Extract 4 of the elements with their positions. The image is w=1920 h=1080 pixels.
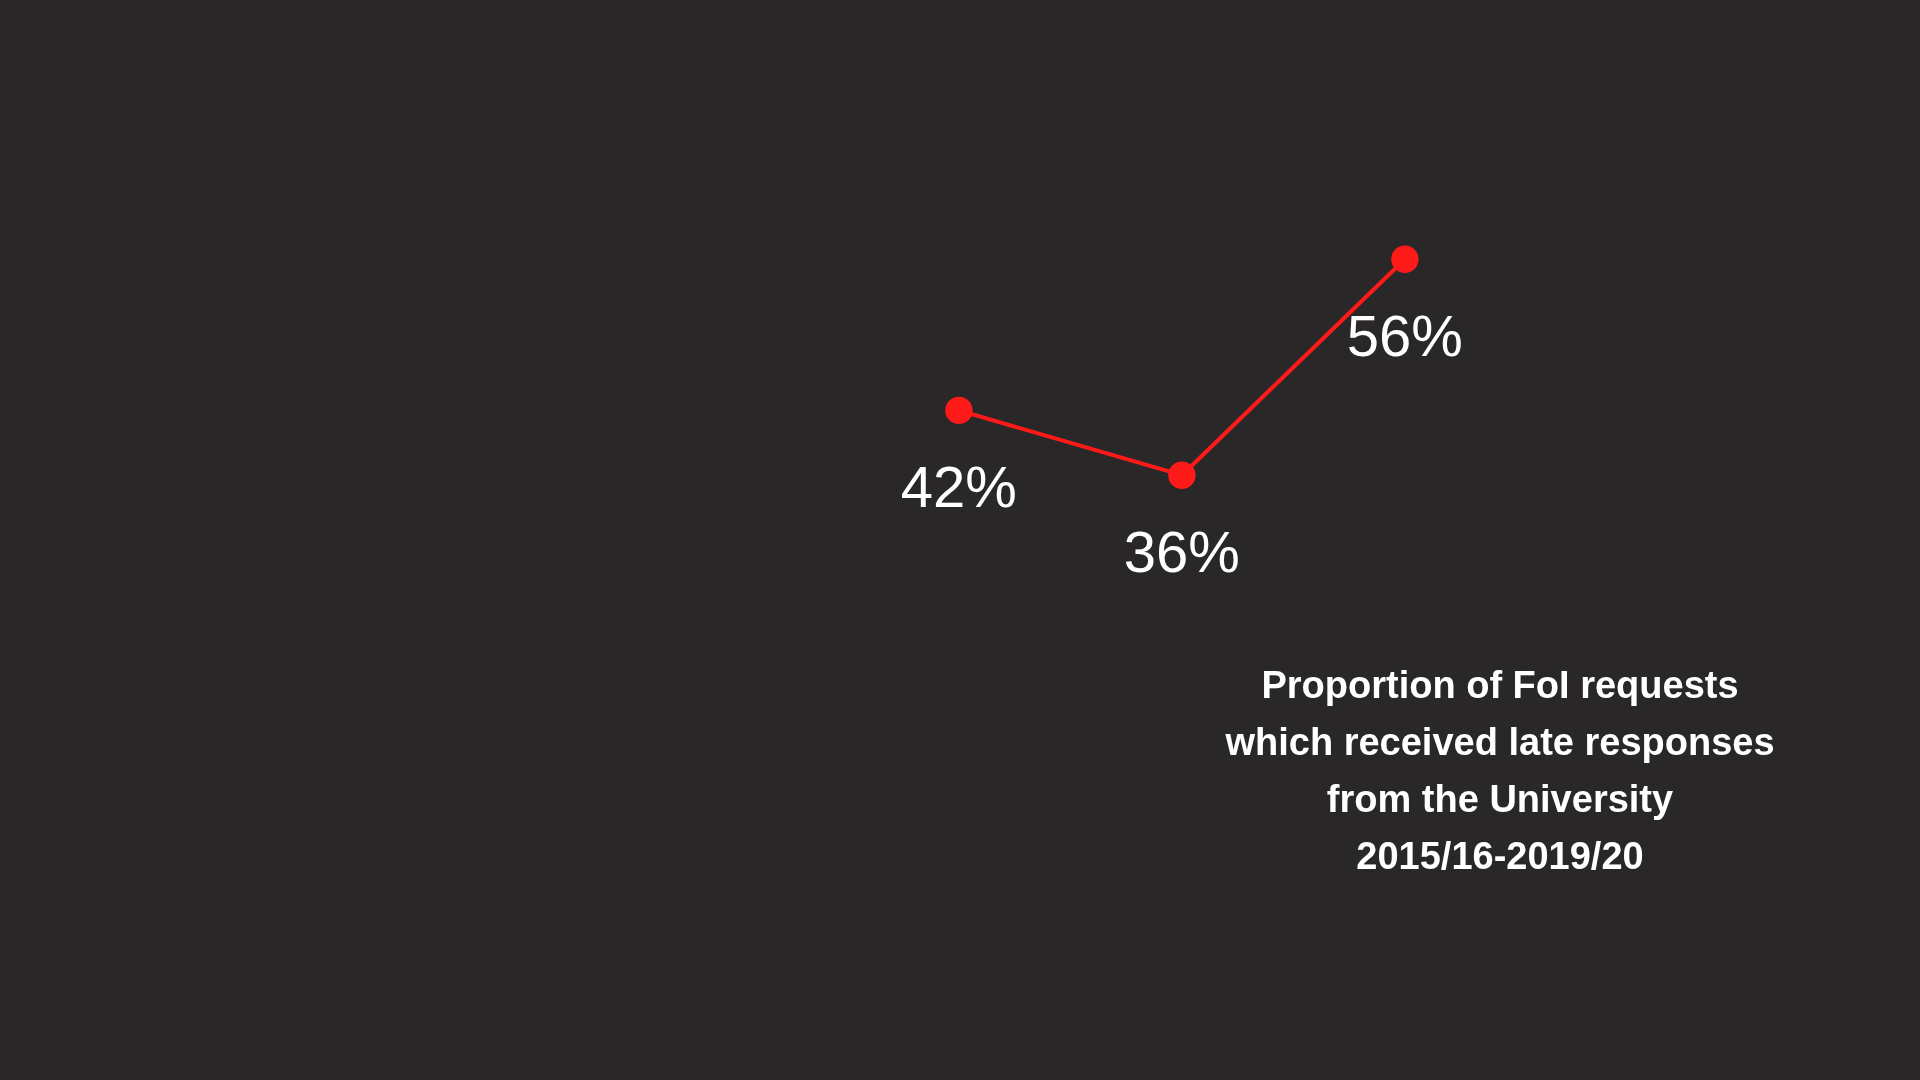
data-label: 36% bbox=[1123, 519, 1240, 585]
data-label: 42% bbox=[900, 454, 1017, 520]
text: Proportion of FoI requests which received late responses from the University 2015/16-2019/20 bbox=[1224, 664, 1775, 877]
data-label: 56% bbox=[1346, 303, 1463, 369]
